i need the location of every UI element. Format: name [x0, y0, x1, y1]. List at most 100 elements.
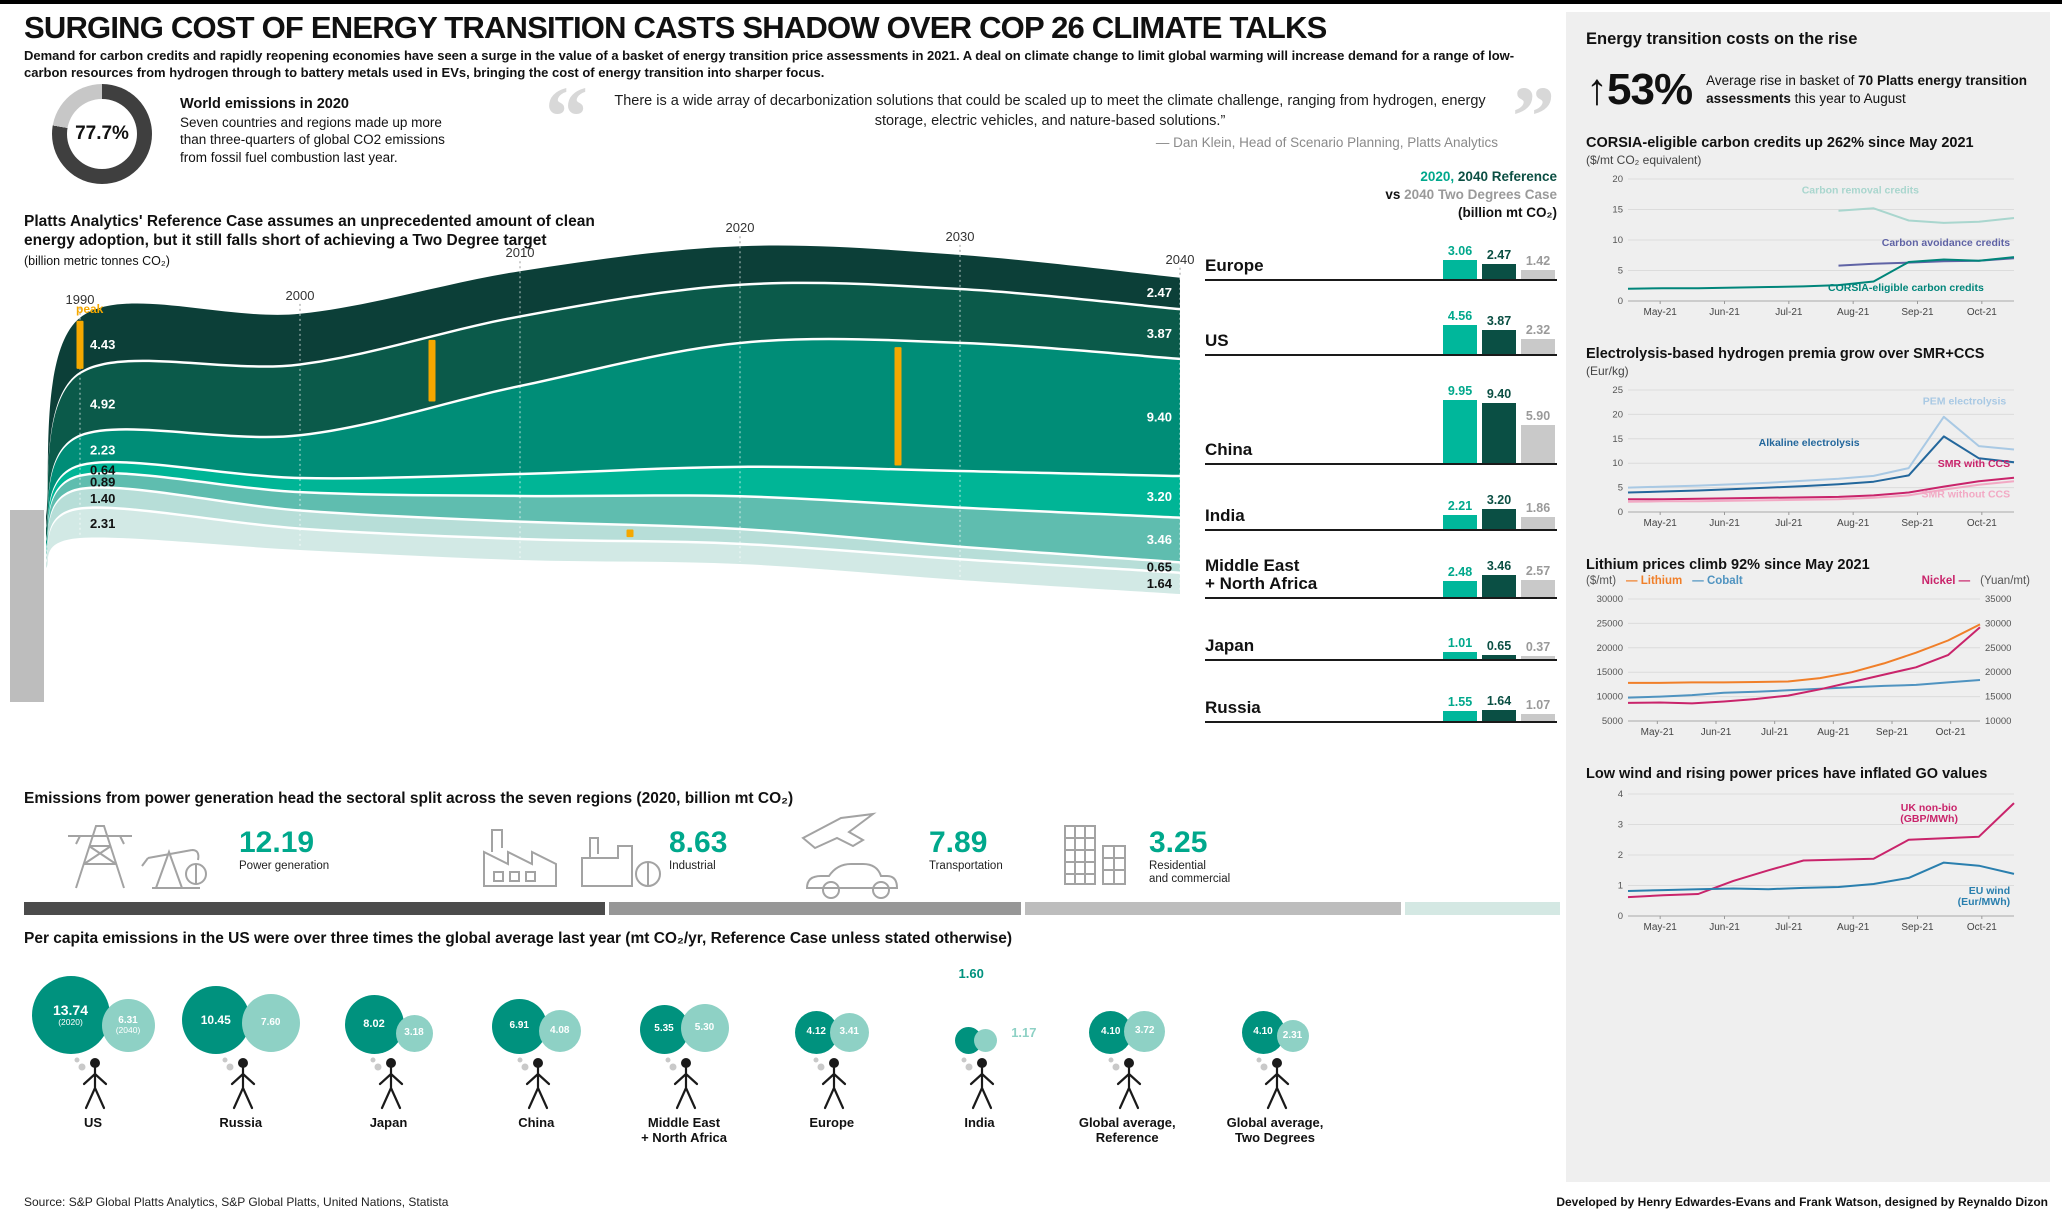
stat-desc-pre: Average rise in basket of — [1706, 73, 1859, 89]
bar-value: 2.21 — [1447, 498, 1473, 513]
peak-marker-europe — [76, 320, 84, 369]
donut-value: 77.7% — [67, 99, 137, 169]
bar-column: 2.21 — [1443, 499, 1477, 529]
stream-end-value-china: 9.40 — [1147, 409, 1172, 424]
bar-column: 3.46 — [1482, 559, 1516, 597]
peak-label: peak — [76, 302, 104, 316]
y-tick: 3 — [1618, 820, 1623, 831]
series-line-nickel — [1627, 626, 1981, 705]
transportation-icons — [801, 812, 899, 899]
stream-end-value-middle-east-north-africa: 3.46 — [1147, 532, 1172, 547]
stream-start-value-europe: 4.43 — [90, 337, 115, 352]
x-label: Jul-21 — [1775, 307, 1803, 318]
bubble-2020: 5.35 — [639, 1005, 689, 1054]
stream-ribbon-japan — [46, 488, 1180, 572]
bar-group: 2.48 3.46 2.57 — [1443, 559, 1555, 597]
line-chart-go-values: 0 1 2 3 4 May-21 Jun-21 Jul-21 Aug-21 Sep-21 Oct-2… — [1618, 789, 2015, 933]
smoke-puff — [78, 1063, 86, 1071]
stream-end-value-india: 3.20 — [1147, 489, 1172, 504]
headline-stat: ↑53% Average rise in basket of 70 Platts… — [1586, 65, 2030, 115]
value-2020: 4.12 — [806, 1026, 826, 1038]
y-tick: 20000 — [1597, 643, 1623, 654]
year-label: 2020 — [726, 220, 755, 235]
bubble-pair: 8.02 3.18 — [344, 952, 433, 1054]
series-line-uk-non-bio-gbp-mwh- — [1627, 802, 2015, 899]
smoke-puff — [374, 1063, 381, 1071]
y-tick: 0 — [1618, 911, 1623, 922]
x-label: Oct-21 — [1967, 922, 1997, 933]
power-generation-icons — [68, 825, 207, 889]
person-head — [237, 1058, 248, 1068]
bar-series-0 — [1443, 652, 1477, 659]
bar-series-0 — [1443, 325, 1477, 354]
bubble-2040: 5.30 — [680, 1004, 729, 1052]
bar-value: 3.06 — [1447, 243, 1473, 258]
buildings-icon — [1064, 825, 1126, 885]
legend-item-cobalt: — Cobalt — [1692, 575, 1743, 587]
bar-value: 1.07 — [1525, 697, 1551, 712]
sector-transportation: 7.89 Transportation — [929, 828, 1003, 873]
stat-desc-post: this year to August — [1790, 91, 1906, 106]
y-tick: 10 — [1612, 235, 1623, 246]
stream-unit: (billion metric tonnes CO₂) — [24, 254, 170, 268]
bar-series-2 — [1521, 713, 1555, 721]
sector-industrial-value: 8.63 — [669, 826, 728, 859]
person-head — [90, 1058, 100, 1068]
per-capita-group-india: 1.60 1.17 India — [911, 952, 1049, 1146]
bar-column: 2.48 — [1443, 565, 1477, 597]
person-head — [385, 1058, 396, 1068]
page-subtitle: Demand for carbon credits and rapidly re… — [24, 48, 1515, 80]
smoke-puff — [370, 1057, 375, 1063]
person-icon — [370, 1057, 403, 1110]
bar-column: 3.87 — [1482, 314, 1516, 354]
bar-value: 4.56 — [1447, 309, 1473, 324]
sidebar-title: Energy transition costs on the rise — [1586, 30, 1858, 48]
y-tick: 4 — [1618, 789, 1623, 800]
chart-title: Low wind and rising power prices have in… — [1586, 766, 1988, 782]
person-head — [976, 1058, 987, 1068]
x-label: Jun-21 — [1701, 727, 1732, 738]
region-row-india: India 2.21 3.20 1.86 — [1205, 479, 1557, 531]
series-line-smr-with-ccs — [1628, 476, 2015, 501]
bubble-pair: 6.91 4.08 — [491, 952, 581, 1054]
person-body — [378, 1066, 403, 1110]
bar-series-2 — [1521, 517, 1555, 529]
value-2040: 1.17 — [1011, 1025, 1037, 1040]
bar-series-2 — [1521, 270, 1555, 280]
value-2040: 3.18 — [404, 1027, 424, 1039]
stream-end-value-japan: 0.65 — [1147, 560, 1172, 575]
y-tick: 1 — [1618, 881, 1623, 892]
bubble-pair: 1.60 1.17 — [954, 952, 1037, 1054]
value-2040: 6.31 — [118, 1014, 138, 1026]
chart-title: Electrolysis-based hydrogen premia grow … — [1586, 346, 1985, 362]
bubble-2040: 3.18 — [395, 1015, 433, 1052]
series-line-smr-without-ccs — [1627, 480, 2015, 503]
smoke-puff — [1108, 1057, 1114, 1063]
value-2020-note: (2020) — [58, 1016, 83, 1027]
stream-heading: Platts Analytics' Reference Case assumes… — [24, 213, 595, 250]
bar-series-1 — [1482, 263, 1516, 280]
stream-ribbon-us — [46, 284, 1180, 540]
series-label-uk-non-bio-gbp-mwh-: UK non-bio (GBP/MWh) — [1900, 802, 1958, 825]
chart-battery-metals: Lithium prices climb 92% since May 2021 … — [1586, 557, 2030, 744]
value-2020: 4.10 — [1101, 1026, 1121, 1038]
stat-percent: 53% — [1607, 65, 1693, 114]
sector-residential: 3.25 Residential and commercial — [1149, 828, 1230, 886]
bar-value: 2.47 — [1486, 247, 1512, 262]
bar-column: 0.37 — [1521, 640, 1555, 659]
per-capita-bubbles: 13.74 (2020) 6.31 (2040) US 10.45 7.60 Russia 8.… — [24, 952, 1344, 1146]
bar-column: 2.47 — [1482, 248, 1516, 280]
region-row-middle-east-north-africa: Middle East + North Africa 2.48 3.46 2.57 — [1205, 545, 1557, 599]
bar-column: 5.90 — [1521, 409, 1555, 463]
residential-icons — [1064, 825, 1126, 885]
peak-marker-us — [428, 339, 436, 402]
stream-start-value-china: 2.23 — [90, 442, 115, 457]
person-head — [1272, 1058, 1282, 1068]
stream-end-value-us: 3.87 — [1147, 326, 1172, 341]
per-capita-group-china: 6.91 4.08 China — [467, 952, 605, 1146]
value-2020: 1.60 — [958, 966, 984, 981]
bubble-2040 — [973, 1029, 997, 1052]
donut-text: Seven countries and regions made up more… — [180, 115, 445, 165]
sidebar-panel: Energy transition costs on the rise ↑53%… — [1566, 12, 2050, 1182]
year-label: 1990 — [66, 292, 95, 307]
